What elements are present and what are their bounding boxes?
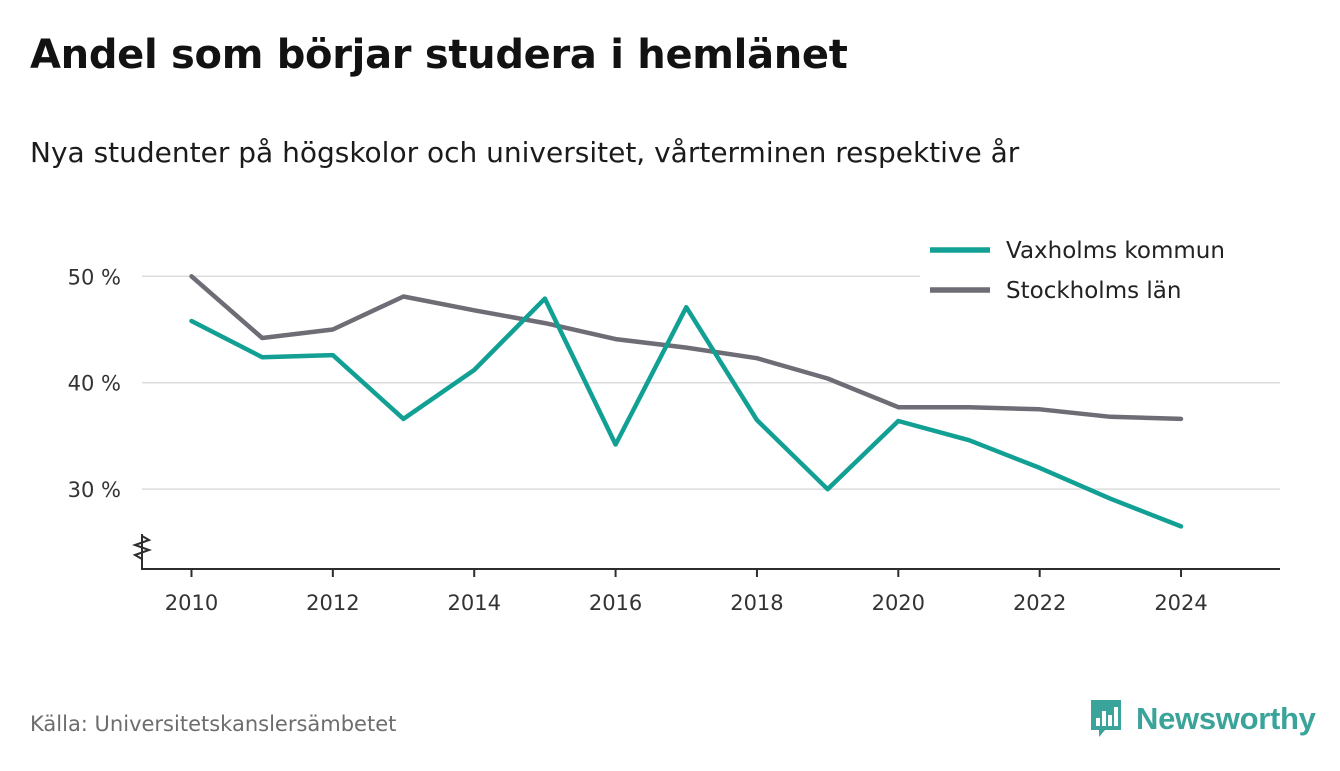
series-line-vaxholm [189, 296, 1184, 529]
x-tick-label: 2020 [872, 591, 925, 615]
series-line-stockholm [189, 274, 1184, 422]
y-tick-label: 30 % [68, 478, 121, 502]
source-note: Källa: Universitetskanslersämbetet [30, 712, 397, 736]
legend-background [920, 228, 1280, 308]
legend-label: Vaxholms kommun [1006, 238, 1225, 264]
y-tick-label: 40 % [68, 372, 121, 396]
x-tick-label: 2018 [730, 591, 783, 615]
x-tick-label: 2012 [306, 591, 359, 615]
chart-subtitle: Nya studenter på högskolor och universit… [30, 136, 1020, 169]
x-tick-label: 2024 [1154, 591, 1207, 615]
axes [132, 534, 1280, 570]
brand-name: Newsworthy [1136, 701, 1316, 736]
newsworthy-logo-icon [1091, 700, 1121, 737]
y-axis-ticks: 30 % 40 % 50 % [68, 265, 121, 502]
y-tick-label: 50 % [68, 265, 121, 289]
x-tick-label: 2014 [447, 591, 500, 615]
x-tick-label: 2022 [1013, 591, 1066, 615]
gridlines [142, 275, 1280, 490]
legend-label: Stockholms län [1006, 278, 1181, 304]
x-tick-label: 2010 [165, 591, 218, 615]
x-tick-label: 2016 [589, 591, 642, 615]
legend: Vaxholms kommun Stockholms län [920, 228, 1280, 308]
brand-logo[interactable]: Newsworthy [1088, 697, 1316, 741]
x-axis-ticks: 2010 2012 2014 2016 2018 2020 2022 2024 [165, 569, 1208, 615]
series-lines [189, 274, 1184, 529]
chart-title: Andel som börjar studera i hemlänet [30, 32, 848, 78]
axis-break-icon [132, 535, 152, 560]
